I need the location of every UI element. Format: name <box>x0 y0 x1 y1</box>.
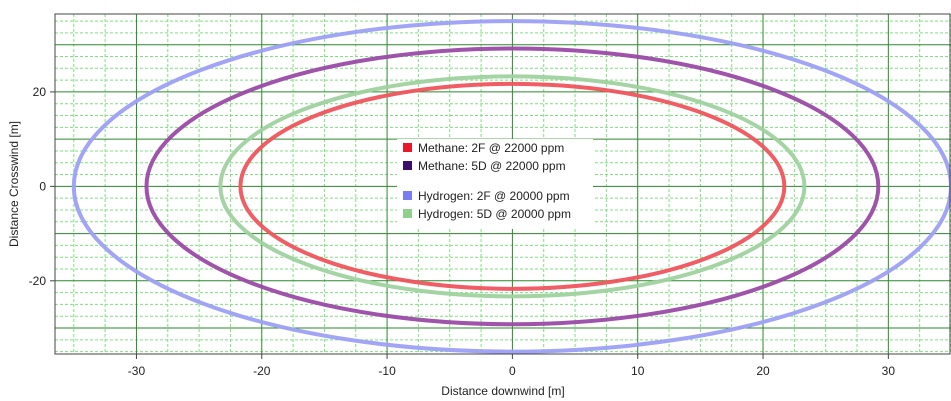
plot-frame <box>54 13 951 355</box>
series-layer <box>71 19 951 354</box>
series-contour <box>144 46 881 327</box>
tick-layer: -30 -20 -10 0 10 20 30 -20 0 20 <box>29 85 896 378</box>
y-tick-label: 20 <box>33 85 47 99</box>
legend-background <box>397 139 593 229</box>
y-tick-label: 0 <box>39 179 46 193</box>
x-tick-label: 20 <box>756 364 770 378</box>
x-tick-label: -20 <box>253 364 271 378</box>
legend-label: Hydrogen: 5D @ 20000 ppm <box>418 207 571 221</box>
series-contour <box>71 19 951 354</box>
x-tick-label: 10 <box>631 364 645 378</box>
x-tick-label: 30 <box>882 364 896 378</box>
x-axis-title: Distance downwind [m] <box>441 384 564 398</box>
legend-swatch <box>403 143 412 152</box>
series-contour <box>218 74 807 299</box>
legend-swatch <box>403 191 412 200</box>
x-tick-label: -30 <box>128 364 146 378</box>
x-tick-label: -10 <box>378 364 396 378</box>
legend-label: Methane: 2F @ 22000 ppm <box>418 141 564 155</box>
legend-label: Hydrogen: 2F @ 20000 ppm <box>418 189 570 203</box>
legend-items: Methane: 2F @ 22000 ppm Methane: 5D @ 220… <box>403 141 571 221</box>
legend: Methane: 2F @ 22000 ppm Methane: 5D @ 220… <box>397 139 593 229</box>
x-tick-label: 0 <box>509 364 516 378</box>
legend-swatch <box>403 161 412 170</box>
legend-swatch <box>403 209 412 218</box>
series-contour <box>238 81 787 291</box>
y-tick-label: -20 <box>29 274 47 288</box>
legend-label: Methane: 5D @ 22000 ppm <box>418 159 566 173</box>
y-axis-title: Distance Crosswind [m] <box>7 121 21 247</box>
